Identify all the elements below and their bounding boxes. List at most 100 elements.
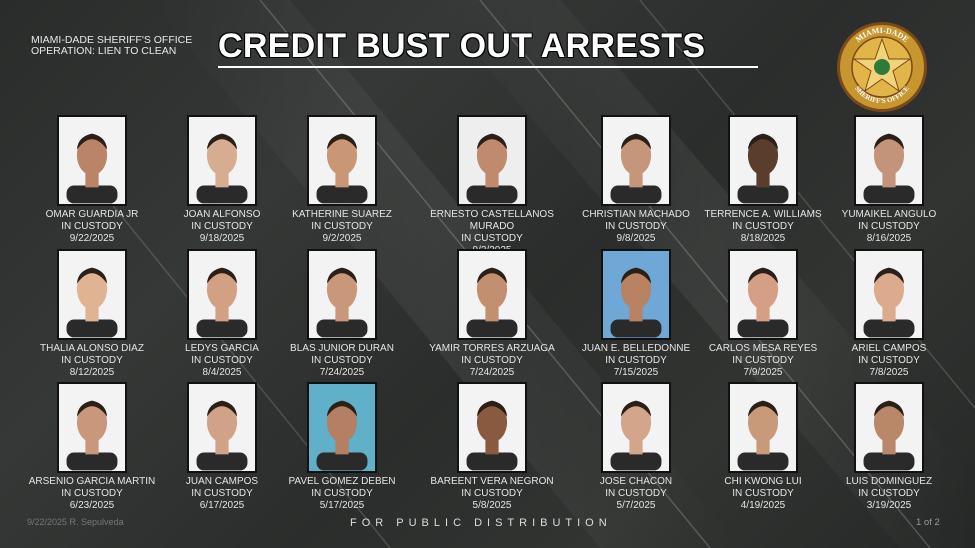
- custody-status: IN CUSTODY: [311, 488, 373, 499]
- arrestee-name: JOAN ALFONSO: [183, 209, 261, 220]
- arrestee-card: ARIEL CAMPOS IN CUSTODY 7/8/2025: [814, 249, 964, 379]
- custody-status: IN CUSTODY: [61, 221, 123, 232]
- agency-heading: MIAMI-DADE SHERIFF'S OFFICE OPERATION: L…: [31, 35, 192, 57]
- arrestee-name: PAVEL GOMEZ DEBEN: [288, 476, 396, 487]
- mugshot-photo: [457, 115, 527, 206]
- arrest-date: 4/19/2025: [740, 500, 786, 511]
- arrestee-card: CHRISTIAN MACHADO IN CUSTODY 9/8/2025: [561, 115, 711, 245]
- arrestee-card: ERNESTO CASTELLANOS MURADO IN CUSTODY 9/…: [417, 115, 567, 257]
- custody-status: IN CUSTODY: [191, 488, 253, 499]
- arrest-date: 5/17/2025: [319, 500, 365, 511]
- custody-status: IN CUSTODY: [461, 488, 523, 499]
- arrest-date: 6/23/2025: [69, 500, 115, 511]
- custody-status: IN CUSTODY: [605, 355, 667, 366]
- arrestee-card: LEDYS GARCIA IN CUSTODY 8/4/2025: [147, 249, 297, 379]
- arrest-date: 6/17/2025: [199, 500, 245, 511]
- arrest-date: 7/24/2025: [319, 367, 365, 378]
- arrest-date: 7/24/2025: [469, 367, 515, 378]
- arrest-date: 7/9/2025: [743, 367, 783, 378]
- arrestee-name: THALIA ALONSO DIAZ: [40, 343, 144, 354]
- arrestee-name: KATHERINE SUAREZ: [292, 209, 392, 220]
- arrestee-card: THALIA ALONSO DIAZ IN CUSTODY 8/12/2025: [17, 249, 167, 379]
- arrestee-name: CARLOS MESA REYES: [708, 343, 818, 354]
- mugshot-photo: [307, 115, 377, 206]
- arrestee-name: LEDYS GARCIA: [185, 343, 259, 354]
- title-underline: [218, 66, 758, 68]
- mugshot-photo: [601, 382, 671, 473]
- mugshot-photo: [854, 249, 924, 340]
- arrestee-name: JUAN CAMPOS: [185, 476, 259, 487]
- arrest-date: 7/8/2025: [869, 367, 909, 378]
- custody-status: IN CUSTODY: [858, 355, 920, 366]
- custody-status: IN CUSTODY: [311, 221, 373, 232]
- arrest-date: 8/16/2025: [866, 233, 912, 244]
- mugshot-photo: [57, 249, 127, 340]
- mugshot-photo: [601, 115, 671, 206]
- arrest-date: 8/18/2025: [740, 233, 786, 244]
- arrestee-name: ERNESTO CASTELLANOS MURADO: [430, 209, 554, 232]
- footer-distribution: FOR PUBLIC DISTRIBUTION: [350, 517, 612, 529]
- agency-name: MIAMI-DADE SHERIFF'S OFFICE: [31, 34, 193, 46]
- custody-status: IN CUSTODY: [732, 221, 794, 232]
- custody-status: IN CUSTODY: [61, 488, 123, 499]
- arrestee-card: OMAR GUARDIA JR IN CUSTODY 9/22/2025: [17, 115, 167, 245]
- custody-status: IN CUSTODY: [191, 221, 253, 232]
- arrestee-name: YAMIR TORRES ARZUAGA: [429, 343, 555, 354]
- mugshot-photo: [728, 249, 798, 340]
- mugshot-photo: [57, 115, 127, 206]
- arrestee-name: TERRENCE A. WILLIAMS: [704, 209, 822, 220]
- custody-status: IN CUSTODY: [461, 355, 523, 366]
- arrestee-card: ARSENIO GARCIA MARTIN IN CUSTODY 6/23/20…: [17, 382, 167, 512]
- custody-status: IN CUSTODY: [732, 488, 794, 499]
- mugshot-photo: [728, 382, 798, 473]
- arrestee-name: BAREENT VERA NEGRON: [430, 476, 554, 487]
- arrestee-name: OMAR GUARDIA JR: [45, 209, 139, 220]
- arrestee-name: JOSE CHACON: [599, 476, 673, 487]
- custody-status: IN CUSTODY: [461, 233, 523, 244]
- operation-name: OPERATION: LIEN TO CLEAN: [31, 45, 177, 57]
- page-number: 1 of 2: [916, 517, 940, 528]
- custody-status: IN CUSTODY: [191, 355, 253, 366]
- arrestee-card: BLAS JUNIOR DURAN IN CUSTODY 7/24/2025: [267, 249, 417, 379]
- arrestee-card: PAVEL GOMEZ DEBEN IN CUSTODY 5/17/2025: [267, 382, 417, 512]
- arrestee-card: BAREENT VERA NEGRON IN CUSTODY 5/8/2025: [417, 382, 567, 512]
- arrestee-name: CHI KWONG LUI: [724, 476, 802, 487]
- custody-status: IN CUSTODY: [605, 488, 667, 499]
- arrest-date: 5/7/2025: [616, 500, 656, 511]
- mugshot-photo: [187, 382, 257, 473]
- footer-credit: 9/22/2025 R. Sepulveda: [27, 517, 124, 527]
- arrestee-card: JOSE CHACON IN CUSTODY 5/7/2025: [561, 382, 711, 512]
- mugshot-photo: [187, 115, 257, 206]
- arrestee-name: LUIS DOMINGUEZ: [845, 476, 933, 487]
- arrest-date: 9/2/2025: [322, 233, 362, 244]
- custody-status: IN CUSTODY: [605, 221, 667, 232]
- mugshot-photo: [854, 115, 924, 206]
- arrestee-card: LUIS DOMINGUEZ IN CUSTODY 3/19/2025: [814, 382, 964, 512]
- arrestee-card: CHI KWONG LUI IN CUSTODY 4/19/2025: [688, 382, 838, 512]
- mugshot-photo: [457, 382, 527, 473]
- arrestee-card: CARLOS MESA REYES IN CUSTODY 7/9/2025: [688, 249, 838, 379]
- sheriff-seal-logo: MIAMI-DADE SHERIFF'S OFFICE: [837, 22, 927, 112]
- arrestee-name: BLAS JUNIOR DURAN: [290, 343, 394, 354]
- arrestee-card: JUAN E. BELLEDONNE IN CUSTODY 7/15/2025: [561, 249, 711, 379]
- arrestee-card: JOAN ALFONSO IN CUSTODY 9/18/2025: [147, 115, 297, 245]
- custody-status: IN CUSTODY: [858, 221, 920, 232]
- mugshot-photo: [728, 115, 798, 206]
- arrestee-name: ARSENIO GARCIA MARTIN: [28, 476, 156, 487]
- mugshot-photo: [307, 249, 377, 340]
- arrestee-name: YUMAIKEL ANGULO: [841, 209, 937, 220]
- arrest-date: 3/19/2025: [866, 500, 912, 511]
- arrestee-card: YAMIR TORRES ARZUAGA IN CUSTODY 7/24/202…: [417, 249, 567, 379]
- arrest-date: 9/18/2025: [199, 233, 245, 244]
- arrestee-name: CHRISTIAN MACHADO: [582, 209, 690, 220]
- mugshot-photo: [307, 382, 377, 473]
- mugshot-photo: [57, 382, 127, 473]
- mugshot-photo: [457, 249, 527, 340]
- arrestee-card: JUAN CAMPOS IN CUSTODY 6/17/2025: [147, 382, 297, 512]
- arrest-date: 5/8/2025: [472, 500, 512, 511]
- page-title: CREDIT BUST OUT ARRESTS: [218, 27, 706, 65]
- arrest-date: 9/22/2025: [69, 233, 115, 244]
- arrestee-card: TERRENCE A. WILLIAMS IN CUSTODY 8/18/202…: [688, 115, 838, 245]
- arrest-date: 8/4/2025: [202, 367, 242, 378]
